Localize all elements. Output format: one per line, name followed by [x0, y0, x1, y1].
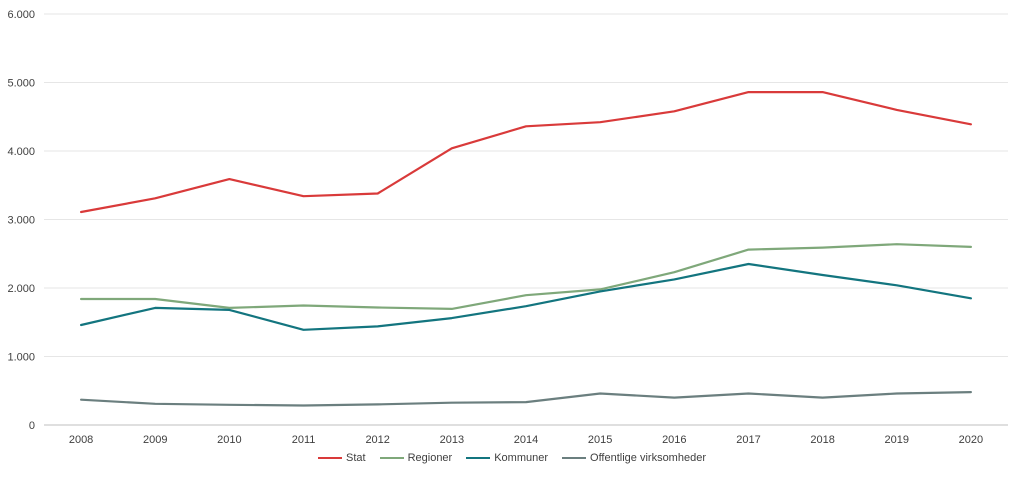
legend-swatch-regioner [379, 457, 404, 459]
legend-swatch-offentlige-virksomheder [562, 457, 587, 459]
y-tick-label-4000: 4.000 [7, 146, 35, 158]
legend-item-kommuner: Kommuner [466, 452, 548, 464]
legend-label-stat: Stat [346, 452, 366, 464]
legend-label-offentlige-virksomheder: Offentlige virksomheder [590, 452, 706, 464]
legend-item-regioner: Regioner [379, 452, 453, 464]
legend-item-offentlige-virksomheder: Offentlige virksomheder [562, 452, 706, 464]
y-tick-label-3000: 3.000 [7, 215, 35, 227]
x-tick-label-2019: 2019 [885, 434, 909, 446]
y-tick-label-6000: 6.000 [7, 9, 35, 21]
x-tick-label-2015: 2015 [588, 434, 612, 446]
y-tick-label-5000: 5.000 [7, 78, 35, 90]
x-tick-label-2020: 2020 [959, 434, 983, 446]
x-tick-label-2013: 2013 [440, 434, 464, 446]
x-tick-label-2008: 2008 [69, 434, 93, 446]
x-tick-label-2018: 2018 [810, 434, 834, 446]
x-tick-label-2012: 2012 [365, 434, 389, 446]
series-line-kommuner [79, 262, 973, 331]
x-tick-label-2014: 2014 [514, 434, 538, 446]
legend-label-kommuner: Kommuner [494, 452, 549, 464]
series-line-offentlige-virksomheder [79, 391, 973, 407]
line-chart: 0 1.000 2.000 3.000 4.000 5.000 6.000 2008 2009 2… [7, 9, 1008, 446]
legend-swatch-kommuner [466, 457, 491, 459]
y-tick-label-0: 0 [29, 420, 35, 432]
x-tick-label-2009: 2009 [143, 434, 167, 446]
legend-item-stat: Stat [318, 452, 366, 464]
y-tick-label-1000: 1.000 [7, 352, 35, 364]
x-tick-label-2010: 2010 [217, 434, 241, 446]
x-tick-label-2011: 2011 [292, 434, 316, 446]
y-tick-label-2000: 2.000 [7, 283, 35, 295]
legend-swatch-stat [318, 457, 342, 459]
legend: Stat Regioner Kommuner Offentlige virkso… [0, 452, 1024, 464]
legend-label-regioner: Regioner [407, 452, 453, 464]
x-tick-label-2016: 2016 [662, 434, 686, 446]
series-line-stat [79, 90, 973, 214]
x-tick-label-2017: 2017 [736, 434, 760, 446]
